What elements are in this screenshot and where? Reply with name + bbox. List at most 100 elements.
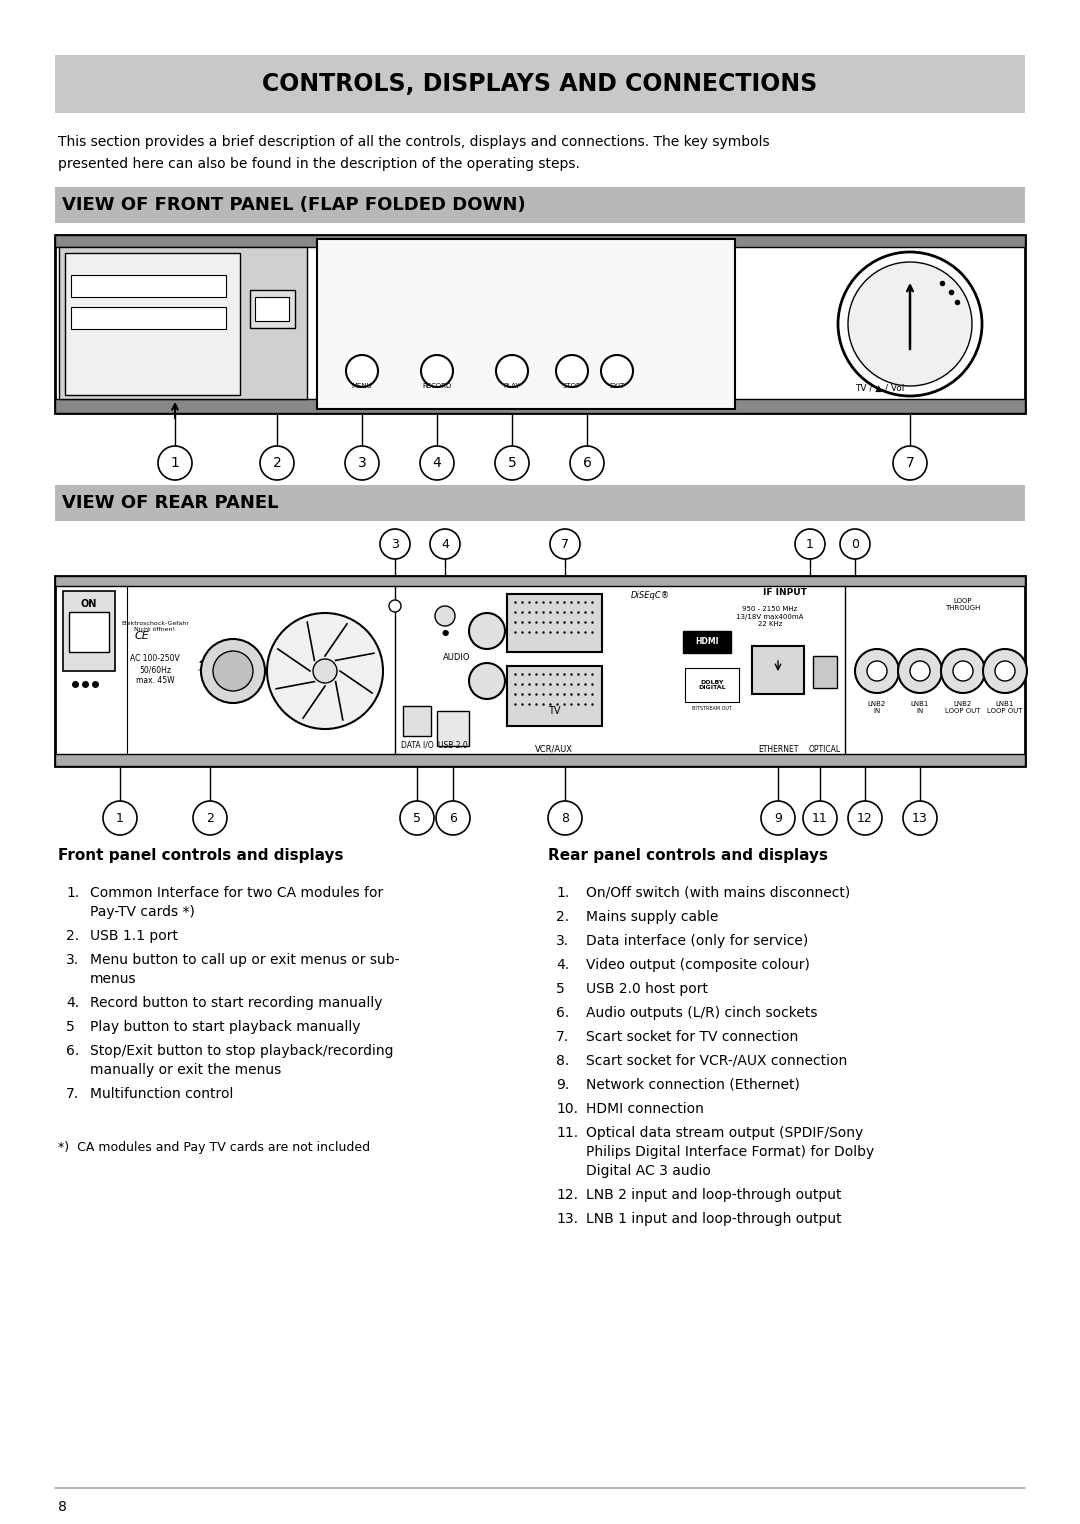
Text: 950 - 2150 MHz
13/18V max400mA
22 KHz: 950 - 2150 MHz 13/18V max400mA 22 KHz bbox=[737, 607, 804, 626]
Circle shape bbox=[600, 355, 633, 387]
Text: 13.: 13. bbox=[556, 1212, 578, 1225]
Text: LNB 1 input and loop-through output: LNB 1 input and loop-through output bbox=[586, 1212, 841, 1225]
Text: 5: 5 bbox=[413, 811, 421, 824]
Text: 2: 2 bbox=[206, 811, 214, 824]
Bar bbox=[255, 297, 289, 322]
Bar bbox=[55, 55, 1025, 113]
Circle shape bbox=[267, 613, 383, 728]
Bar bbox=[55, 399, 1025, 413]
Circle shape bbox=[848, 802, 882, 835]
Text: 5: 5 bbox=[66, 1020, 75, 1033]
Text: 9.: 9. bbox=[556, 1077, 569, 1093]
Text: 6: 6 bbox=[582, 456, 592, 469]
Bar bbox=[59, 247, 307, 399]
Text: CONTROLS, DISPLAYS AND CONNECTIONS: CONTROLS, DISPLAYS AND CONNECTIONS bbox=[262, 72, 818, 96]
Text: ●: ● bbox=[442, 628, 448, 637]
Text: Pay-TV cards *): Pay-TV cards *) bbox=[90, 905, 194, 919]
Circle shape bbox=[855, 649, 899, 693]
Text: VIEW OF FRONT PANEL (FLAP FOLDED DOWN): VIEW OF FRONT PANEL (FLAP FOLDED DOWN) bbox=[62, 197, 526, 213]
Text: 12.: 12. bbox=[556, 1189, 578, 1202]
Circle shape bbox=[346, 355, 378, 387]
Circle shape bbox=[867, 661, 887, 681]
Text: 4.: 4. bbox=[556, 959, 569, 972]
Text: 9: 9 bbox=[774, 811, 782, 824]
Text: AUDIO: AUDIO bbox=[443, 654, 470, 663]
Circle shape bbox=[496, 355, 528, 387]
Bar bbox=[55, 485, 1025, 521]
Circle shape bbox=[550, 529, 580, 559]
Text: 3.: 3. bbox=[66, 952, 79, 968]
Bar bbox=[55, 187, 1025, 223]
Circle shape bbox=[430, 529, 460, 559]
Bar bbox=[55, 235, 1025, 413]
Text: LNB2
IN: LNB2 IN bbox=[868, 701, 886, 715]
Circle shape bbox=[469, 663, 505, 700]
Text: 2: 2 bbox=[272, 456, 282, 469]
Text: 6.: 6. bbox=[556, 1006, 569, 1020]
Text: DOLBY
DIGITAL: DOLBY DIGITAL bbox=[698, 680, 726, 690]
Text: Digital AC 3 audio: Digital AC 3 audio bbox=[586, 1164, 711, 1178]
Bar bbox=[507, 666, 602, 725]
Circle shape bbox=[941, 649, 985, 693]
Text: HDMI connection: HDMI connection bbox=[586, 1102, 704, 1116]
Circle shape bbox=[421, 355, 453, 387]
Text: 8: 8 bbox=[58, 1500, 67, 1513]
Text: 3: 3 bbox=[391, 538, 399, 550]
Text: Mains supply cable: Mains supply cable bbox=[586, 910, 718, 924]
Text: 7.: 7. bbox=[556, 1030, 569, 1044]
Bar bbox=[752, 646, 804, 693]
Text: 7: 7 bbox=[906, 456, 915, 469]
Text: 3.: 3. bbox=[556, 934, 569, 948]
Text: USB 2.0 host port: USB 2.0 host port bbox=[586, 981, 708, 997]
Text: *)  CA modules and Pay TV cards are not included: *) CA modules and Pay TV cards are not i… bbox=[58, 1141, 370, 1154]
Text: DiSEqC®: DiSEqC® bbox=[631, 591, 670, 600]
Bar bbox=[403, 706, 431, 736]
Circle shape bbox=[848, 262, 972, 386]
Circle shape bbox=[389, 600, 401, 613]
Text: 5: 5 bbox=[556, 981, 565, 997]
Text: 1: 1 bbox=[116, 811, 124, 824]
Circle shape bbox=[548, 802, 582, 835]
Circle shape bbox=[103, 802, 137, 835]
Circle shape bbox=[903, 802, 937, 835]
Text: 6: 6 bbox=[449, 811, 457, 824]
Text: Optical data stream output (SPDIF/Sony: Optical data stream output (SPDIF/Sony bbox=[586, 1126, 863, 1140]
Bar bbox=[71, 306, 226, 329]
Text: Audio outputs (L/R) cinch sockets: Audio outputs (L/R) cinch sockets bbox=[586, 1006, 818, 1020]
Text: Menu button to call up or exit menus or sub-: Menu button to call up or exit menus or … bbox=[90, 952, 400, 968]
Circle shape bbox=[201, 639, 265, 703]
Text: menus: menus bbox=[90, 972, 137, 986]
Bar bbox=[55, 576, 1025, 767]
Text: HDMI: HDMI bbox=[696, 637, 719, 646]
Text: 1.: 1. bbox=[556, 885, 569, 901]
Text: PLAY: PLAY bbox=[503, 383, 521, 389]
Circle shape bbox=[313, 658, 337, 683]
Text: EXIT: EXIT bbox=[609, 383, 624, 389]
Text: 5: 5 bbox=[508, 456, 516, 469]
Text: AC 100-250V
50/60Hz
max. 45W: AC 100-250V 50/60Hz max. 45W bbox=[130, 654, 180, 686]
Text: USB 2.0: USB 2.0 bbox=[438, 741, 468, 750]
Text: LNB1
LOOP OUT: LNB1 LOOP OUT bbox=[987, 701, 1023, 715]
Text: 4: 4 bbox=[433, 456, 442, 469]
Circle shape bbox=[838, 251, 982, 396]
Text: On/Off switch (with mains disconnect): On/Off switch (with mains disconnect) bbox=[586, 885, 850, 901]
Text: ON: ON bbox=[81, 599, 97, 610]
Circle shape bbox=[420, 447, 454, 480]
Bar bbox=[507, 594, 602, 652]
Text: RECORD: RECORD bbox=[422, 383, 451, 389]
Text: VIEW OF REAR PANEL: VIEW OF REAR PANEL bbox=[62, 494, 279, 512]
Text: BITSTREAM OUT: BITSTREAM OUT bbox=[692, 706, 732, 712]
Circle shape bbox=[570, 447, 604, 480]
Circle shape bbox=[840, 529, 870, 559]
Text: Common Interface for two CA modules for: Common Interface for two CA modules for bbox=[90, 885, 383, 901]
Circle shape bbox=[761, 802, 795, 835]
Text: 4: 4 bbox=[441, 538, 449, 550]
Text: 1.: 1. bbox=[66, 885, 79, 901]
Bar bbox=[55, 754, 1025, 767]
Text: 4.: 4. bbox=[66, 997, 79, 1010]
Circle shape bbox=[260, 447, 294, 480]
Text: TV / ▲ / Vol: TV / ▲ / Vol bbox=[855, 384, 904, 393]
Text: Stop/Exit button to stop playback/recording: Stop/Exit button to stop playback/record… bbox=[90, 1044, 393, 1058]
Text: 8: 8 bbox=[561, 811, 569, 824]
Bar bbox=[318, 239, 735, 408]
